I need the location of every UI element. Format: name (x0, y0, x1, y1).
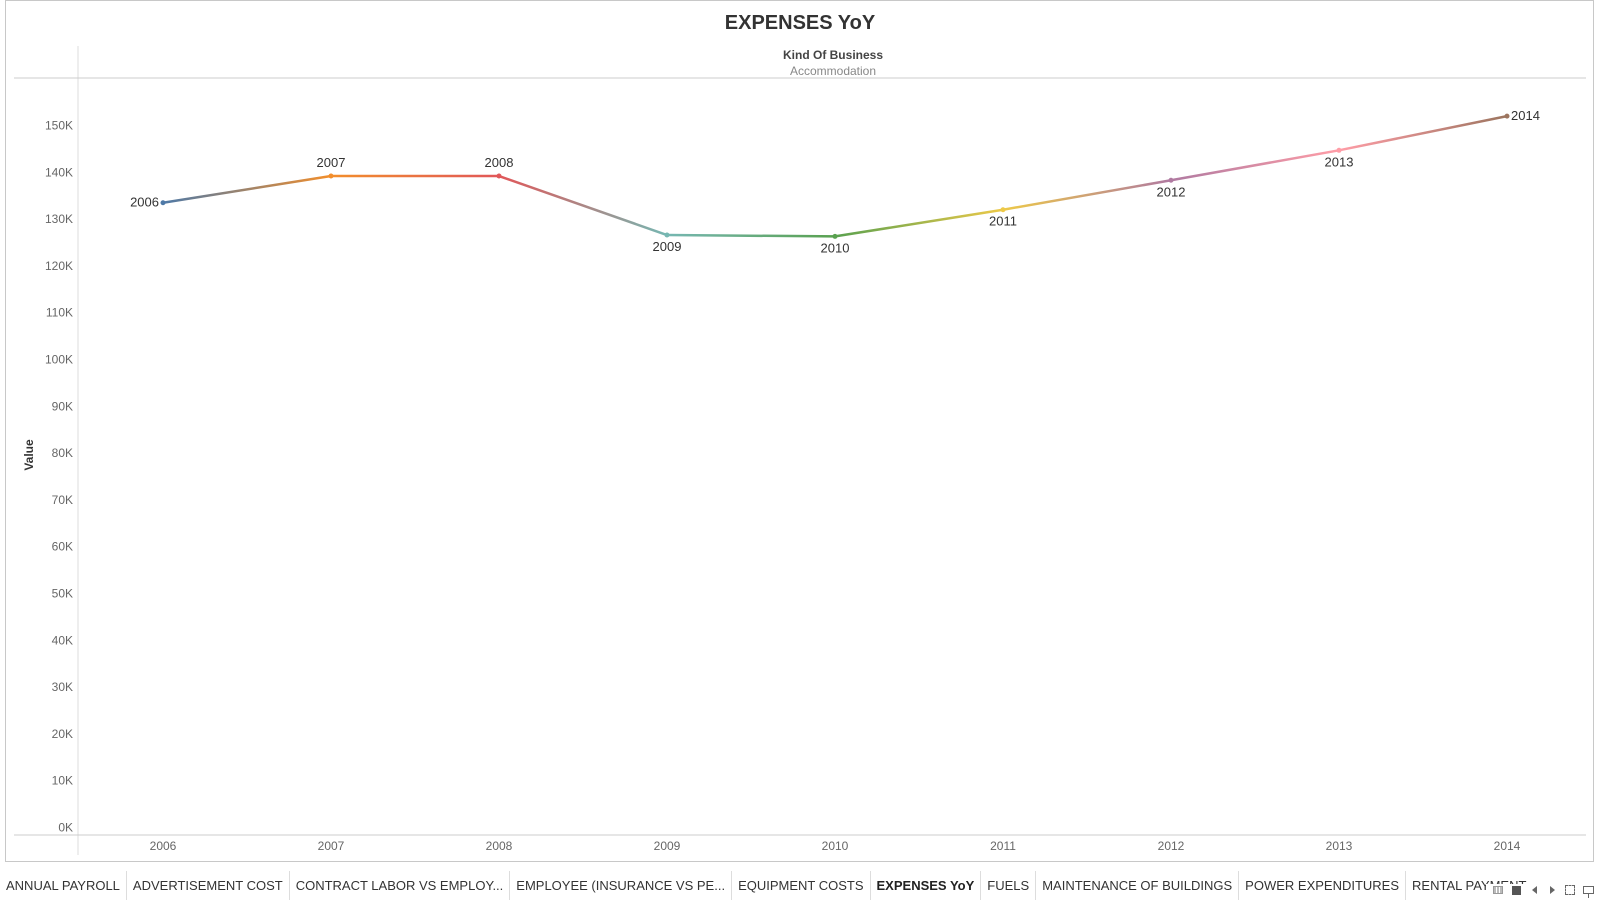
x-tick-label: 2006 (150, 839, 177, 853)
tab-contract-labor-vs-employ[interactable]: CONTRACT LABOR VS EMPLOY... (290, 871, 511, 900)
facet-value-label: Accommodation (790, 64, 876, 78)
point-label: 2013 (1325, 154, 1354, 169)
point-label: 2007 (317, 155, 346, 170)
y-tick-label: 10K (52, 774, 73, 788)
y-tick-label: 50K (52, 587, 73, 601)
sheet-grid-icon[interactable] (1492, 884, 1504, 896)
x-tick-label: 2011 (990, 839, 1016, 853)
page-title: EXPENSES YoY (724, 12, 876, 34)
data-point[interactable] (160, 200, 166, 206)
tab-annual-payroll[interactable]: ANNUAL PAYROLL (0, 871, 127, 900)
line-segment[interactable] (497, 174, 669, 237)
point-label: 2012 (1157, 184, 1186, 199)
line-segment[interactable] (161, 174, 333, 204)
filmstrip-icon[interactable] (1510, 884, 1522, 896)
line-segment[interactable] (665, 233, 837, 238)
y-tick-label: 40K (52, 633, 73, 647)
line-segment[interactable] (1169, 149, 1341, 182)
y-tick-label: 120K (45, 259, 73, 273)
x-tick-label: 2012 (1158, 839, 1185, 853)
data-point[interactable] (1504, 113, 1510, 119)
chart-frame (14, 46, 1586, 855)
data-point[interactable] (328, 173, 334, 179)
y-tick-label: 140K (45, 165, 73, 179)
data-point[interactable] (1000, 207, 1006, 213)
data-point[interactable] (1168, 177, 1174, 183)
fullscreen-icon[interactable] (1564, 884, 1576, 896)
chart-header: Kind Of Business Accommodation (783, 48, 883, 78)
tab-expenses-yoy[interactable]: EXPENSES YoY (870, 871, 982, 900)
presentation-icon[interactable] (1582, 884, 1594, 898)
x-tick-label: 2007 (318, 839, 345, 853)
y-tick-label: 100K (45, 353, 73, 367)
y-tick-label: 90K (52, 399, 73, 413)
y-tick-label: 0K (58, 821, 73, 835)
point-label: 2010 (821, 240, 850, 255)
series-line[interactable] (161, 114, 1509, 238)
view-controls (1486, 884, 1594, 898)
point-label: 2011 (989, 214, 1017, 229)
tab-power-expenditures[interactable]: POWER EXPENDITURES (1239, 871, 1407, 900)
x-tick-label: 2009 (654, 839, 681, 853)
y-tick-label: 60K (52, 540, 73, 554)
y-tick-label: 80K (52, 446, 73, 460)
y-tick-label: 70K (52, 493, 73, 507)
chevron-right-icon[interactable] (1546, 884, 1558, 896)
y-tick-label: 20K (52, 727, 73, 741)
dashboard-frame (5, 0, 1594, 862)
tab-employee-insurance-vs-pe[interactable]: EMPLOYEE (INSURANCE VS PE... (510, 871, 733, 900)
x-tick-label: 2008 (486, 839, 513, 853)
y-axis-title: Value (22, 439, 36, 471)
data-point[interactable] (496, 173, 502, 179)
facet-field-label: Kind Of Business (783, 48, 883, 62)
series-points[interactable] (160, 113, 1510, 239)
point-label: 2006 (130, 195, 159, 210)
data-point[interactable] (1336, 147, 1342, 153)
data-point[interactable] (664, 232, 670, 238)
line-chart: Kind Of Business Accommodation Value 0K 1… (14, 46, 1586, 855)
tab-equipment-costs[interactable]: EQUIPMENT COSTS (732, 871, 871, 900)
point-label: 2008 (485, 155, 514, 170)
line-segment[interactable] (1001, 179, 1173, 211)
y-axis-ticks: 0K 10K 20K 30K 40K 50K 60K 70K 80K 90K 100K 110K 120… (45, 119, 73, 835)
y-tick-label: 110K (46, 306, 73, 320)
line-segment[interactable] (1337, 114, 1509, 152)
point-labels: 2006 2007 2008 2009 2010 2011 2012 2013 2014 (130, 108, 1540, 255)
y-tick-label: 150K (45, 119, 73, 133)
chevron-left-icon[interactable] (1528, 884, 1540, 896)
sheet-tab-bar: ANNUAL PAYROLL ADVERTISEMENT COST CONTRACT… (0, 871, 1600, 900)
y-tick-label: 130K (45, 212, 73, 226)
point-label: 2014 (1511, 108, 1540, 123)
y-tick-label: 30K (52, 680, 73, 694)
data-point[interactable] (832, 233, 838, 239)
tab-maintenance-of-buildings[interactable]: MAINTENANCE OF BUILDINGS (1036, 871, 1240, 900)
tab-fuels[interactable]: FUELS (981, 871, 1037, 900)
x-tick-label: 2014 (1494, 839, 1521, 853)
x-tick-label: 2010 (822, 839, 849, 853)
x-tick-label: 2013 (1326, 839, 1353, 853)
x-axis-ticks: 2006 2007 2008 2009 2010 2011 2012 2013 2014 (150, 839, 1521, 853)
line-segment[interactable] (833, 208, 1005, 238)
tab-advertisement-cost[interactable]: ADVERTISEMENT COST (127, 871, 290, 900)
point-label: 2009 (653, 239, 682, 254)
